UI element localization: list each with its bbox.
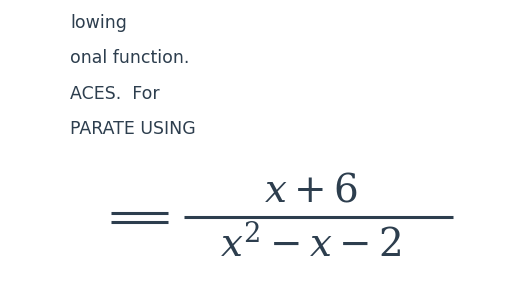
Text: lowing: lowing	[70, 14, 127, 32]
Text: PARATE USING: PARATE USING	[70, 120, 196, 138]
Text: onal function.: onal function.	[70, 49, 189, 67]
Text: ACES.  For: ACES. For	[70, 85, 160, 103]
Text: $x+6$: $x+6$	[264, 172, 357, 209]
Text: $x^{2}-x-2$: $x^{2}-x-2$	[220, 225, 401, 264]
